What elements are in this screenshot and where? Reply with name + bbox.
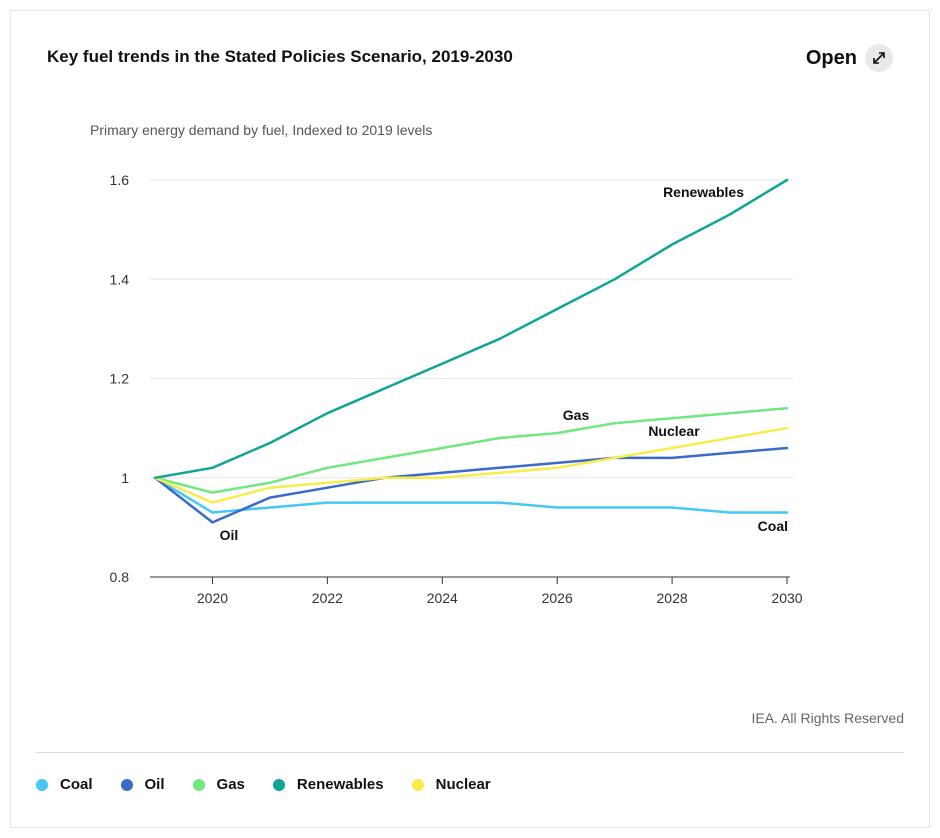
series-label-renewables: Renewables [663,184,744,200]
series-label-nuclear: Nuclear [648,423,700,439]
series-label-gas: Gas [563,407,590,423]
y-axis-ticks: 0.8 1 1.2 1.4 1.6 [110,172,130,585]
series-labels: Renewables Gas Nuclear Oil Coal [220,184,788,543]
x-tick-label: 2020 [197,590,228,606]
x-tick-label: 2024 [427,590,458,606]
x-tick-label: 2026 [542,590,573,606]
x-tick-label: 2028 [657,590,688,606]
x-tick-label: 2030 [771,590,802,606]
legend-item-renewables[interactable]: Renewables [272,776,384,793]
chart-card: Key fuel trends in the Stated Policies S… [10,10,930,828]
legend-dot [192,778,205,791]
legend-item-oil[interactable]: Oil [120,776,165,793]
legend-dot [120,778,133,791]
y-tick-label: 1.6 [110,172,130,188]
legend-label: Renewables [296,776,384,793]
divider [36,752,904,753]
legend-label: Gas [216,776,245,793]
series-line-nuclear [153,426,789,504]
series-line-renewables [153,178,789,480]
legend: Coal Oil Gas Renewables Nuclear [36,776,491,793]
legend-dot [36,778,48,791]
legend-item-gas[interactable]: Gas [192,776,245,793]
legend-item-nuclear[interactable]: Nuclear [411,776,491,793]
legend-label: Oil [144,776,165,793]
chart-subtitle: Primary energy demand by fuel, Indexed t… [90,122,433,138]
series-label-oil: Oil [220,527,239,543]
y-tick-label: 0.8 [110,569,130,585]
y-tick-label: 1.4 [110,271,130,287]
legend-label: Coal [60,776,93,793]
x-tick-label: 2022 [312,590,343,606]
x-axis: 2020 2022 2024 2026 2028 2030 [150,576,803,606]
series-line-gas [153,407,789,494]
line-chart: 0.8 1 1.2 1.4 1.6 2020 2022 2024 2026 2028 2030 R… [110,172,803,606]
chart-title: Key fuel trends in the Stated Policies S… [47,47,513,66]
legend-label: Nuclear [435,776,491,793]
series-line-oil [153,446,789,524]
y-tick-label: 1.2 [110,371,130,387]
expand-arrow-icon[interactable] [865,44,893,72]
open-label: Open [805,46,857,69]
open-button[interactable]: Open [806,44,893,72]
series-lines [153,178,789,524]
credit-text: IEA. All Rights Reserved [751,710,904,726]
legend-item-coal[interactable]: Coal [36,776,93,793]
y-tick-label: 1 [121,470,129,486]
gridlines [150,179,793,479]
series-label-coal: Coal [758,518,788,534]
legend-dot [272,778,285,791]
legend-dot [411,778,424,791]
series-line-coal [153,476,789,514]
